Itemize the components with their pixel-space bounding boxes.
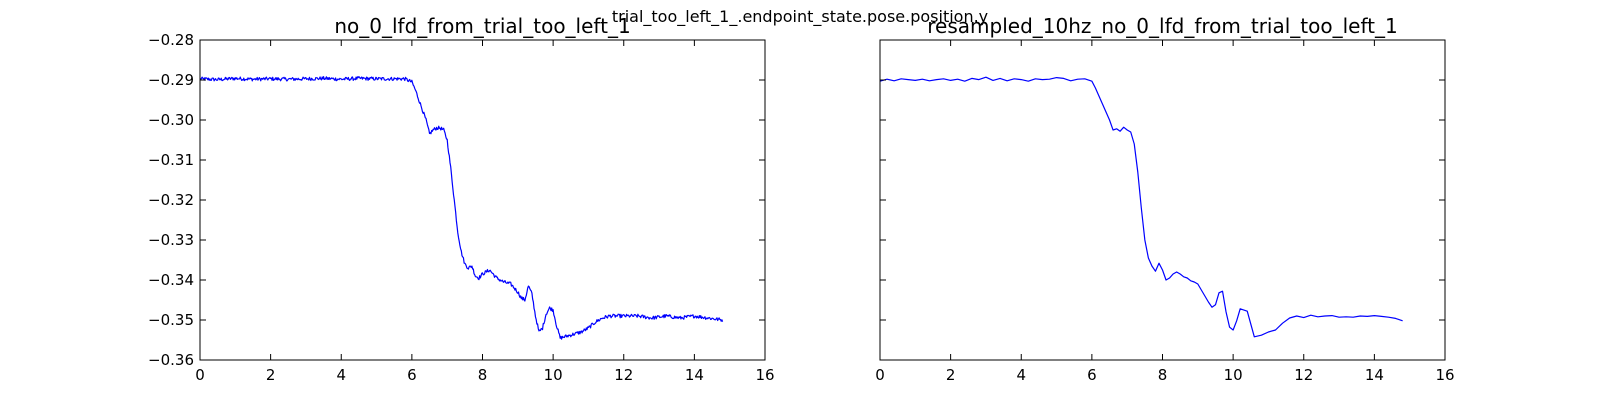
right-chart-x-tick-label: 12 (1294, 366, 1313, 384)
right-chart-x-tick-label: 16 (1435, 366, 1454, 384)
left-chart-x-tick-label: 10 (544, 366, 563, 384)
right-chart-axes-frame (879, 39, 1446, 361)
left-chart-panel: 0 2 4 6 8 10 12 14 16 −0.28 −0.29 −0.30 −0.31 −0.32 −0… (148, 14, 775, 384)
right-chart-x-tick-label: 4 (1016, 366, 1026, 384)
left-chart-y-tick-label: −0.34 (148, 271, 194, 289)
left-chart-y-tick-label: −0.31 (148, 151, 194, 169)
left-chart-x-tick-label: 12 (614, 366, 633, 384)
left-chart-y-tick-label: −0.36 (148, 351, 194, 369)
left-chart-plot-area: 0 2 4 6 8 10 12 14 16 −0.28 −0.29 −0.30 −0.31 −0.32 −0… (148, 31, 775, 384)
left-chart-axes-frame (199, 39, 766, 361)
right-chart-series-line-0 (879, 76, 1403, 338)
right-chart-title: resampled_10hz_no_0_lfd_from_trial_too_l… (927, 14, 1397, 38)
figure-suptitle: trial_too_left_1_.endpoint_state.pose.po… (612, 7, 988, 27)
left-chart-y-tick-label: −0.32 (148, 191, 194, 209)
right-chart-x-tick-label: 0 (875, 366, 885, 384)
left-chart-y-tick-label: −0.30 (148, 111, 194, 129)
right-chart-plot-area: 0 2 4 6 8 10 12 14 16 (875, 39, 1455, 384)
right-chart-x-tick-label: 6 (1087, 366, 1097, 384)
right-chart-x-tick-label: 10 (1224, 366, 1243, 384)
left-chart-x-tick-label: 6 (407, 366, 417, 384)
left-chart-title: no_0_lfd_from_trial_too_left_1 (334, 14, 630, 38)
left-chart-y-tick-label: −0.29 (148, 71, 194, 89)
right-chart-x-tick-label: 14 (1365, 366, 1384, 384)
left-chart-x-tick-label: 0 (195, 366, 205, 384)
left-chart-x-tick-label: 8 (478, 366, 488, 384)
left-chart-x-tick-label: 2 (266, 366, 276, 384)
right-chart-x-tick-label: 8 (1158, 366, 1168, 384)
left-chart-x-tick-label: 14 (685, 366, 704, 384)
left-chart-y-tick-label: −0.33 (148, 231, 194, 249)
left-chart-x-tick-label: 16 (755, 366, 774, 384)
right-chart-x-tick-label: 2 (946, 366, 956, 384)
right-chart-panel: 0 2 4 6 8 10 12 14 16 resampled_10hz_no_0_lfd_fr… (875, 14, 1454, 384)
left-chart-x-tick-label: 4 (336, 366, 346, 384)
left-chart-series-line-0 (199, 76, 724, 340)
left-chart-y-tick-label: −0.28 (148, 31, 194, 49)
left-chart-y-tick-label: −0.35 (148, 311, 194, 329)
